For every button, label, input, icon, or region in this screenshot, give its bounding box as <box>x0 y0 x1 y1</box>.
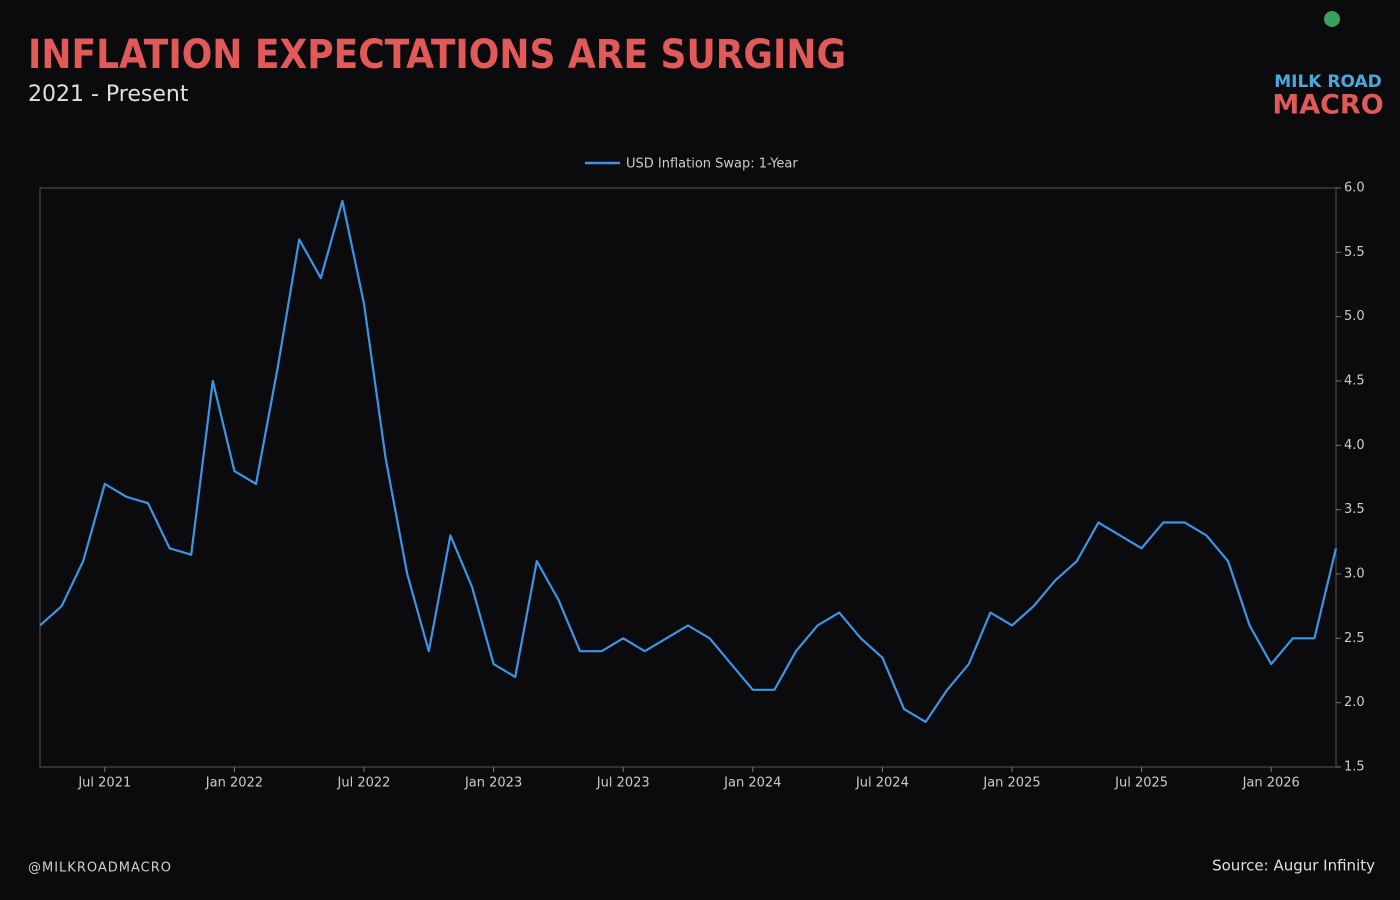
x-tick-label: Jan 2023 <box>464 776 522 791</box>
y-tick-label: 3.0 <box>1344 567 1365 582</box>
y-tick-label: 4.5 <box>1344 374 1365 389</box>
source: Source: Augur Infinity <box>1212 857 1375 875</box>
line-series <box>39 199 1338 724</box>
x-tick-label: Jan 2025 <box>982 776 1040 791</box>
x-tick-label: Jul 2023 <box>596 776 650 791</box>
x-tick-label: Jul 2021 <box>77 776 131 791</box>
y-tick-label: 3.5 <box>1344 502 1365 517</box>
x-tick-label: Jul 2025 <box>1114 776 1168 791</box>
y-tick-label: 5.0 <box>1344 309 1365 324</box>
x-tick-label: Jan 2022 <box>205 776 263 791</box>
y-tick-label: 6.0 <box>1344 181 1365 196</box>
logo-bottom: MACRO <box>1272 90 1383 121</box>
x-tick-label: Jan 2024 <box>723 776 781 791</box>
logo-globe <box>1324 11 1340 27</box>
y-tick-label: 4.0 <box>1344 438 1365 453</box>
y-tick-label: 1.5 <box>1344 760 1365 775</box>
subtitle: 2021 - Present <box>28 82 189 107</box>
y-tick-label: 2.0 <box>1344 695 1365 710</box>
y-tick-label: 2.5 <box>1344 631 1365 646</box>
title: INFLATION EXPECTATIONS ARE SURGING <box>28 32 846 78</box>
legend-label: USD Inflation Swap: 1-Year <box>626 157 798 172</box>
x-tick-label: Jan 2026 <box>1242 776 1300 791</box>
handle: @MILKROADMACRO <box>28 861 172 876</box>
y-tick-label: 5.5 <box>1344 245 1365 260</box>
x-tick-label: Jul 2022 <box>337 776 391 791</box>
x-tick-label: Jul 2024 <box>855 776 909 791</box>
plot-frame <box>39 187 1337 768</box>
logo-top: MILK ROAD <box>1274 72 1382 92</box>
